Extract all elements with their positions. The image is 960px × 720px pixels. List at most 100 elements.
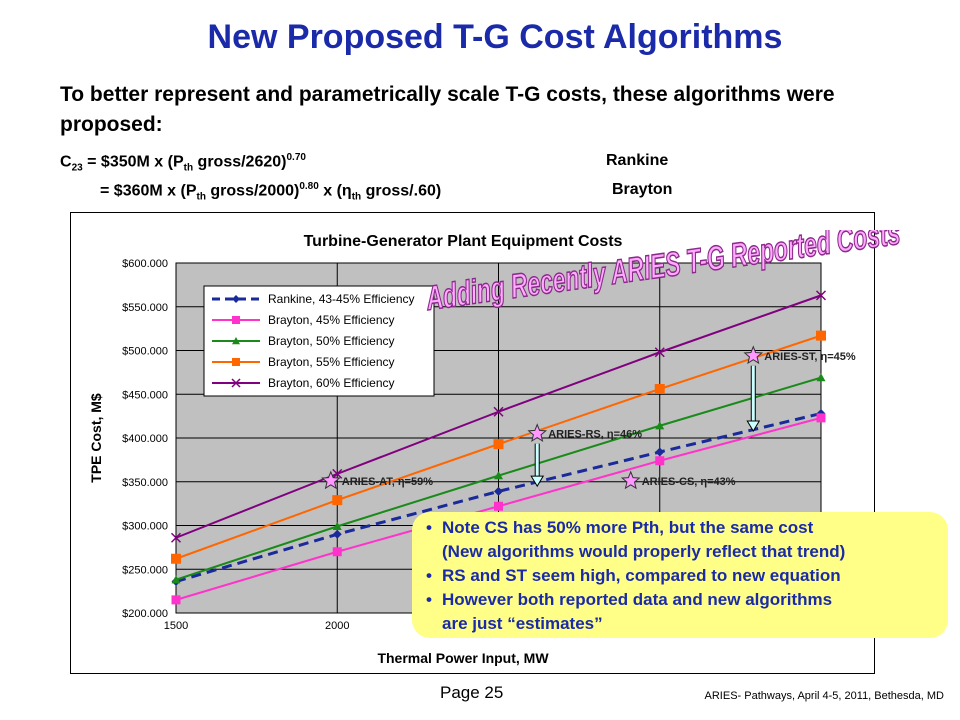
annotations: ARIES-AT, η=59% ARIES-RS, η=46% ARIES-CS, …: [320, 345, 856, 490]
annotation-label: ARIES-RS, η=46%: [548, 429, 642, 441]
formula2-eq: = $360M x (P: [100, 182, 197, 200]
data-point: [816, 373, 826, 382]
legend-entry: Rankine, 43-45% Efficiency: [268, 292, 415, 306]
note-text-cont: are just “estimates”: [442, 614, 603, 633]
annotation-label: ARIES-ST, η=45%: [764, 351, 856, 363]
note-item: However both reported data and new algor…: [426, 588, 942, 636]
data-point: [815, 290, 827, 301]
y-tick-label: $600.000: [122, 258, 168, 270]
data-point: [494, 501, 503, 511]
annotation-star: [620, 470, 641, 490]
x-tick-label: 2000: [325, 620, 349, 632]
y-tick-label: $550.000: [122, 302, 168, 314]
series-brayton: [171, 413, 826, 605]
x-axis-label: Thermal Power Input, MW: [377, 650, 549, 666]
note-item: RS and ST seem high, compared to new equ…: [426, 564, 942, 588]
note-text-cont: (New algorithms would properly reflect t…: [442, 542, 846, 561]
y-tick-label: $300.000: [122, 521, 168, 533]
x-tick-label: 1500: [164, 620, 188, 632]
data-point: [170, 532, 182, 543]
series-brayton: [170, 290, 827, 543]
series-brayton: [171, 330, 826, 564]
chart-title: Turbine-Generator Plant Equipment Costs: [304, 233, 623, 250]
formula-brayton: = $360M x (Pth gross/2000)0.80 x (ηth gr…: [100, 181, 441, 203]
annotation: ARIES-CS, η=43%: [620, 470, 736, 490]
data-point: [494, 471, 503, 480]
formula2-p-sub: th: [196, 191, 206, 203]
conference-footer: ARIES- Pathways, April 4-5, 2011, Bethes…: [704, 690, 944, 702]
series-line: [175, 412, 822, 583]
data-point: [655, 456, 665, 466]
annotation-star: [743, 345, 764, 365]
stamp-text: Adding Recently ARIES T-G Reported Costs: [423, 230, 902, 318]
formula-rest: gross/2620): [193, 153, 287, 171]
data-point: [655, 447, 665, 457]
formula-exp: 0.70: [286, 152, 306, 163]
stamp-banner: Adding Recently ARIES T-G Reported Costs: [422, 230, 903, 319]
formula-p-sub: th: [183, 162, 194, 174]
data-point: [493, 439, 504, 450]
note-list: Note CS has 50% more Pth, but the same c…: [412, 512, 948, 636]
formula2-exp: 0.80: [299, 181, 319, 192]
data-point: [332, 521, 342, 530]
formula-brayton-label: Brayton: [612, 181, 673, 198]
annotation-star: [527, 423, 548, 442]
annotation: ARIES-RS, η=46%: [527, 423, 642, 488]
formula-rankine-label: Rankine: [606, 152, 669, 169]
data-point: [332, 547, 342, 557]
slide-title: New Proposed T-G Cost Algorithms: [207, 18, 783, 56]
y-axis-label: TPE Cost, M$: [88, 393, 104, 483]
axes: $200.000 $250.000 $300.000 $350.000 $400.000…: [122, 258, 833, 632]
data-point: [493, 406, 504, 417]
annotation: ARIES-ST, η=45%: [743, 345, 856, 432]
y-tick-label: $350.000: [122, 477, 168, 489]
data-point: [494, 486, 503, 496]
data-point: [332, 529, 342, 539]
page-number: Page 25: [440, 683, 504, 702]
series-group: [170, 290, 827, 605]
data-point: [332, 468, 343, 479]
note-text: Note CS has 50% more Pth, but the same c…: [442, 518, 814, 537]
annotation: ARIES-AT, η=59%: [320, 470, 433, 490]
annotation-star: [320, 470, 341, 490]
data-point: [232, 358, 240, 366]
data-point: [654, 384, 665, 394]
data-point: [231, 378, 241, 388]
formula-lhs-sub: 23: [71, 162, 83, 174]
intro-text: To better represent and parametrically s…: [60, 83, 835, 136]
y-tick-label: $500.000: [122, 346, 168, 358]
formula-rankine: C23 = $350M x (Pth gross/2620)0.70: [60, 152, 306, 174]
note-box: Note CS has 50% more Pth, but the same c…: [412, 512, 948, 638]
data-point: [816, 413, 826, 423]
formula-eq: = $350M x (P: [82, 153, 184, 171]
formula2-rest: gross/2000): [205, 182, 300, 200]
series-brayton: [171, 373, 826, 584]
data-point: [171, 553, 181, 564]
data-point: [232, 337, 240, 345]
note-text: RS and ST seem high, compared to new equ…: [442, 566, 841, 585]
note-text: However both reported data and new algor…: [442, 590, 833, 609]
legend-entry: Brayton, 55% Efficiency: [268, 355, 395, 369]
legend-entry: Brayton, 60% Efficiency: [268, 376, 395, 390]
legend-entry: Brayton, 50% Efficiency: [268, 334, 395, 348]
data-point: [171, 575, 181, 584]
annotation-label: ARIES-AT, η=59%: [342, 476, 433, 488]
legend: Rankine, 43-45% Efficiency Brayton, 45% E…: [203, 285, 435, 397]
data-point: [232, 295, 240, 303]
formula2-tail1: x (η: [318, 182, 352, 200]
data-point: [655, 421, 665, 430]
data-point: [232, 316, 240, 324]
note-item: Note CS has 50% more Pth, but the same c…: [426, 516, 942, 564]
formula2-eta-sub: th: [351, 191, 362, 203]
annotation-arrow-head: [530, 475, 545, 488]
y-tick-label: $250.000: [122, 564, 168, 576]
data-point: [332, 495, 343, 506]
y-tick-label: $450.000: [122, 389, 168, 401]
annotation-arrow-head: [746, 420, 761, 432]
legend-entry: Brayton, 45% Efficiency: [268, 313, 395, 327]
annotation-label: ARIES-CS, η=43%: [642, 476, 736, 488]
formula2-tail2: gross/.60): [361, 182, 442, 200]
formula-lhs: C: [60, 153, 72, 171]
data-point: [816, 330, 826, 341]
y-tick-label: $200.000: [122, 608, 168, 620]
